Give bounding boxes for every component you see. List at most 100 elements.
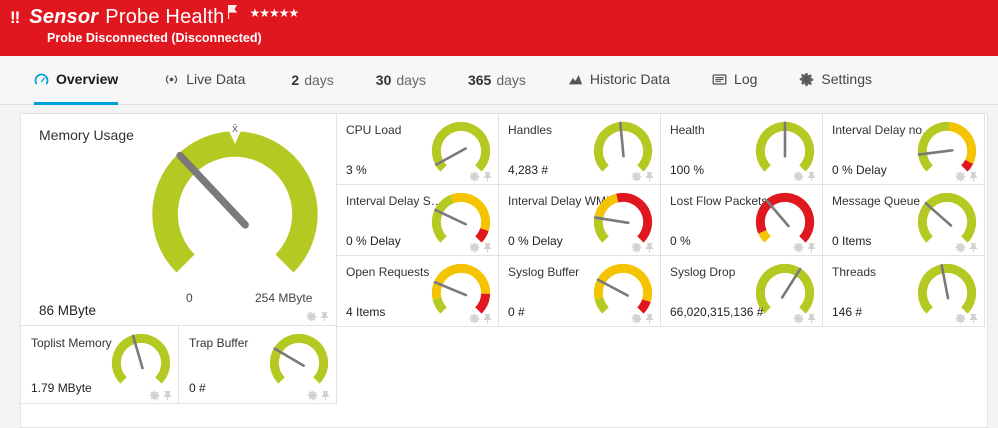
tile-tools[interactable]	[467, 171, 493, 182]
tile-interval-delay-snmp[interactable]: Interval Delay SNMP 0 % Delay	[337, 185, 499, 256]
tab-label: Historic Data	[589, 71, 671, 87]
header-title-row: ‼ Sensor Probe Health ★★★★★	[10, 4, 299, 30]
tile-message-queue[interactable]: Message Queue 0 Items	[823, 185, 985, 256]
tile-syslog-drop[interactable]: Syslog Drop 66,020,315,136 #	[661, 256, 823, 327]
tab-historic-data[interactable]: Historic Data	[568, 58, 670, 105]
tab-bar: Overview Live Data 2 days 30 days 365 days Histo…	[0, 56, 998, 105]
tile-title: Lost Flow Packets	[670, 194, 768, 208]
tab-live-data[interactable]: Live Data	[164, 58, 245, 105]
tab-label: Overview	[56, 71, 119, 87]
tile-value: 146 #	[832, 305, 863, 319]
gauge-icon	[34, 72, 49, 87]
tile-gauge	[592, 120, 654, 182]
gear-icon	[799, 72, 814, 87]
tile-tools[interactable]	[147, 390, 173, 401]
tile-title: Health	[670, 123, 705, 137]
tile-value: 100 %	[670, 163, 705, 177]
tile-gauge	[754, 120, 816, 182]
tile-value: 0 #	[508, 305, 525, 319]
tile-title: CPU Load	[346, 123, 402, 137]
tile-gauge	[592, 262, 654, 324]
dashboard-content: Memory Usage x̄ 86 MByte 0 254 MByte Top…	[0, 105, 998, 428]
tile-title: Memory Usage	[39, 127, 134, 143]
tile-title: Syslog Buffer	[508, 265, 580, 279]
tile-handles[interactable]: Handles 4,283 #	[499, 114, 661, 185]
tile-lost-flow-packets[interactable]: Lost Flow Packets 0 %	[661, 185, 823, 256]
flag-icon[interactable]	[227, 5, 238, 19]
tile-tools[interactable]	[953, 313, 979, 324]
tab-label: Log	[734, 71, 758, 87]
tab-unit: days	[396, 72, 426, 88]
gauge-max-label: 254 MByte	[255, 291, 313, 305]
sensor-type-label: Sensor	[29, 5, 99, 28]
tab-settings[interactable]: Settings	[799, 58, 872, 105]
gauge-grid: CPU Load 3 % Handles 4,283 # Health 100 % Inte…	[337, 114, 987, 327]
tile-value: 3 %	[346, 163, 367, 177]
tile-tools[interactable]	[791, 171, 817, 182]
tile-value: 4,283 #	[508, 163, 549, 177]
tile-value: 0 #	[189, 381, 206, 395]
tile-health[interactable]: Health 100 %	[661, 114, 823, 185]
chart-icon	[568, 72, 583, 87]
sensor-status-text: Probe Disconnected (Disconnected)	[47, 31, 262, 45]
tab-unit: days	[304, 72, 334, 88]
tile-tools[interactable]	[629, 171, 655, 182]
tile-value: 0 % Delay	[832, 163, 887, 177]
tile-toplist-memory[interactable]: Toplist Memory 1.79 MByte	[21, 326, 179, 404]
tile-value: 4 Items	[346, 305, 386, 319]
tile-memory-usage[interactable]: Memory Usage x̄ 86 MByte 0 254 MByte	[21, 114, 337, 326]
tile-title: Toplist Memory	[31, 336, 112, 350]
priority-stars[interactable]: ★★★★★	[249, 6, 299, 20]
tile-interval-delay-non-wm[interactable]: Interval Delay non-WM…0 % Delay	[823, 114, 985, 185]
tile-title: Threads	[832, 265, 877, 279]
tab-number: 2	[291, 72, 300, 88]
tab-number: 30	[375, 72, 392, 88]
tile-open-requests[interactable]: Open Requests 4 Items	[337, 256, 499, 327]
tile-title: Open Requests	[346, 265, 430, 279]
tile-title: Trap Buffer	[189, 336, 249, 350]
tile-tools[interactable]	[791, 313, 817, 324]
live-icon	[164, 72, 179, 87]
tab-overview[interactable]: Overview	[34, 58, 119, 105]
tile-gauge	[430, 191, 492, 253]
tile-tools[interactable]	[629, 242, 655, 253]
tile-tools[interactable]	[791, 242, 817, 253]
log-icon	[712, 72, 727, 87]
tile-gauge	[916, 191, 978, 253]
page-title: Probe Health	[105, 5, 225, 28]
tile-tools[interactable]	[305, 390, 331, 401]
tab-label: Settings	[821, 71, 872, 87]
tile-value: 86 MByte	[39, 303, 97, 318]
tab-2-days[interactable]: 2 days	[291, 58, 333, 105]
tile-tools[interactable]	[629, 313, 655, 324]
tab-log[interactable]: Log	[712, 58, 757, 105]
tab-30-days[interactable]: 30 days	[376, 58, 426, 105]
tab-unit: days	[496, 72, 526, 88]
tile-tools[interactable]	[953, 171, 979, 182]
tile-value: 0 Items	[832, 234, 872, 248]
tile-interval-delay-wmi[interactable]: Interval Delay WMI 0 % Delay	[499, 185, 661, 256]
tile-cpu-load[interactable]: CPU Load 3 %	[337, 114, 499, 185]
tab-number: 365	[467, 72, 492, 88]
tile-tools[interactable]	[953, 242, 979, 253]
tile-trap-buffer[interactable]: Trap Buffer 0 #	[179, 326, 337, 404]
pause-alert-icon: ‼	[10, 7, 22, 27]
tab-365-days[interactable]: 365 days	[468, 58, 526, 105]
tile-gauge	[916, 120, 978, 182]
tile-gauge	[430, 262, 492, 324]
gauge-mean-marker-label: x̄	[232, 123, 238, 135]
tile-syslog-buffer[interactable]: Syslog Buffer 0 #	[499, 256, 661, 327]
tile-tools[interactable]	[304, 311, 330, 322]
tile-title: Message Queue	[832, 194, 921, 208]
tile-gauge	[430, 120, 492, 182]
tile-threads[interactable]: Threads 146 #	[823, 256, 985, 327]
tab-list: Overview Live Data 2 days 30 days 365 days Histo…	[0, 56, 998, 105]
tile-gauge	[754, 262, 816, 324]
tile-tools[interactable]	[467, 242, 493, 253]
tile-value: 0 %	[670, 234, 691, 248]
tile-gauge	[592, 191, 654, 253]
tab-label: Live Data	[186, 71, 246, 87]
tile-tools[interactable]	[467, 313, 493, 324]
tile-gauge	[754, 191, 816, 253]
tile-value: 66,020,315,136 #	[670, 305, 764, 319]
